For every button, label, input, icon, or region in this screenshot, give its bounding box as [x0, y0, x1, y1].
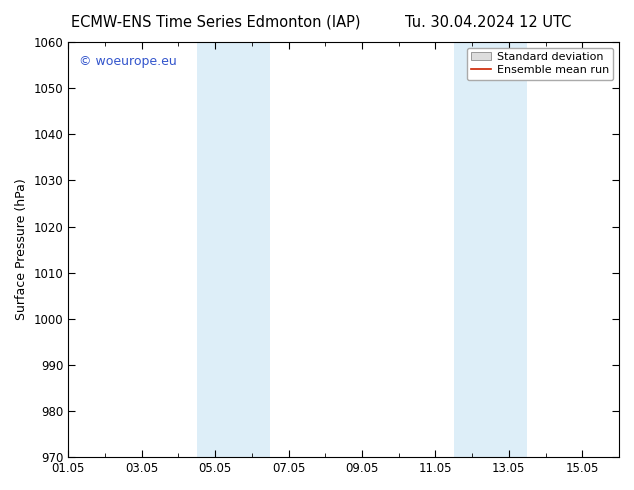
Y-axis label: Surface Pressure (hPa): Surface Pressure (hPa) — [15, 179, 28, 320]
Bar — [197, 42, 270, 457]
Text: ECMW-ENS Time Series Edmonton (IAP): ECMW-ENS Time Series Edmonton (IAP) — [71, 15, 360, 30]
Legend: Standard deviation, Ensemble mean run: Standard deviation, Ensemble mean run — [467, 48, 614, 80]
Text: © woeurope.eu: © woeurope.eu — [79, 54, 177, 68]
Text: Tu. 30.04.2024 12 UTC: Tu. 30.04.2024 12 UTC — [405, 15, 571, 30]
Bar — [454, 42, 527, 457]
